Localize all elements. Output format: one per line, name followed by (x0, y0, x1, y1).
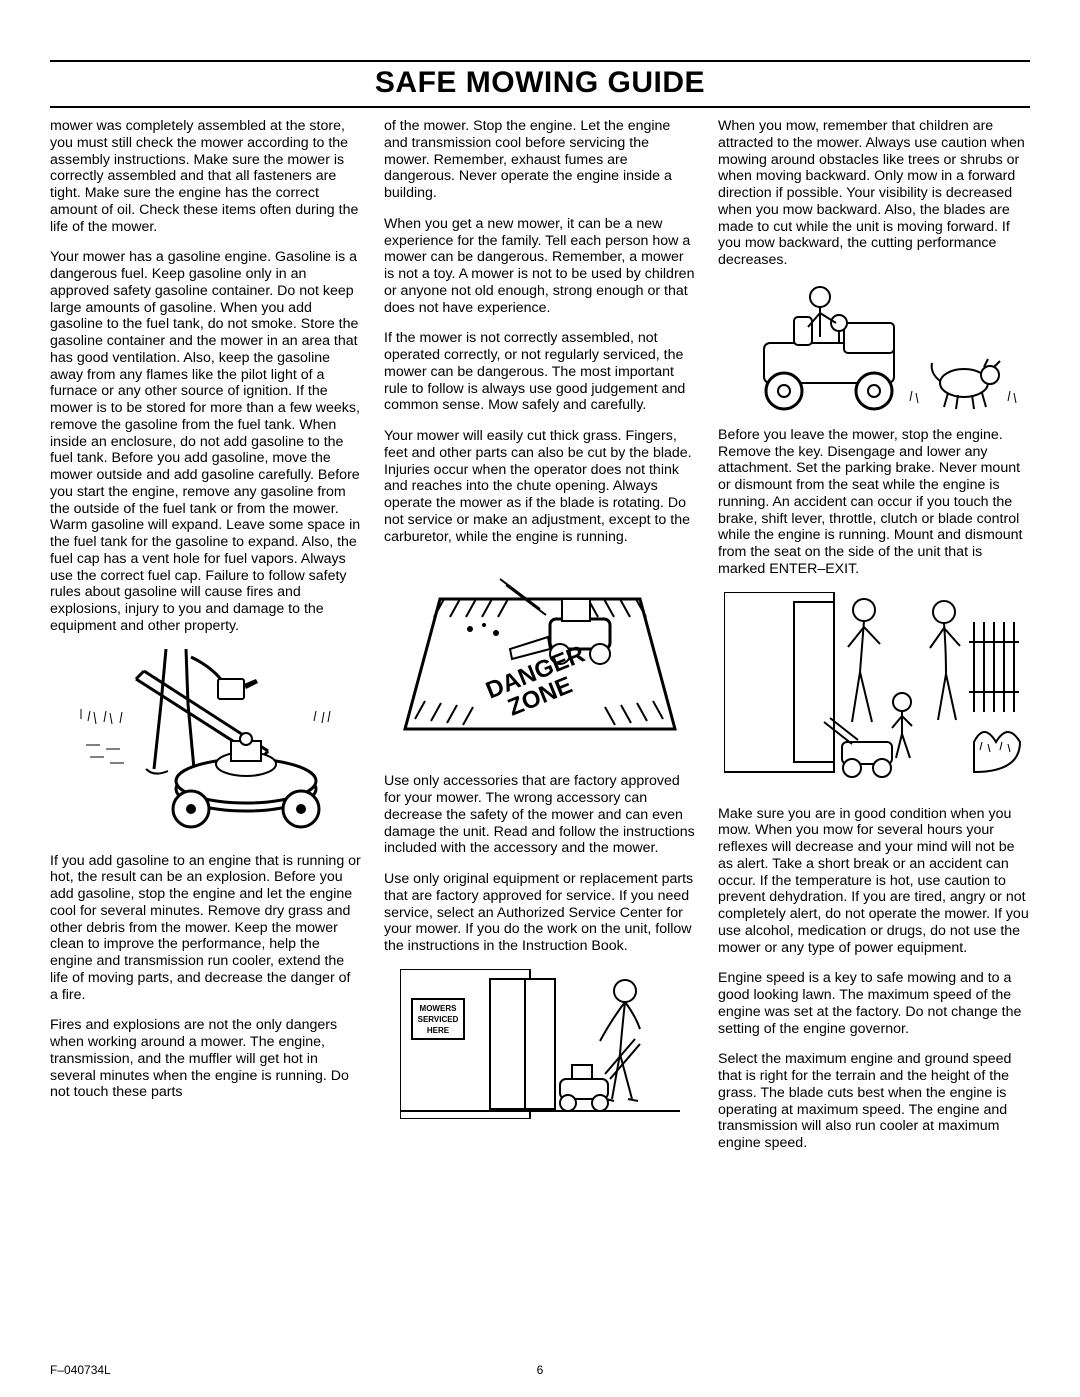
c1-p4: Fires and explosions are not the only da… (50, 1017, 362, 1101)
column-3: When you mow, remember that children are… (718, 118, 1030, 1166)
c1-p1: mower was completely assembled at the st… (50, 118, 362, 235)
c3-p1: When you mow, remember that children are… (718, 118, 1030, 269)
sign-line2: SERVICED (418, 1015, 459, 1024)
c2-p4: Your mower will easily cut thick grass. … (384, 428, 696, 545)
sign-line3: HERE (427, 1026, 450, 1035)
sign-line1: MOWERS (420, 1004, 458, 1013)
rule-bottom (50, 106, 1030, 108)
c3-p3: Make sure you are in good condition when… (718, 806, 1030, 957)
page-title: SAFE MOWING GUIDE (375, 66, 705, 100)
c2-p1: of the mower. Stop the engine. Let the e… (384, 118, 696, 202)
danger-zone-illustration: DANGER ZONE (384, 559, 696, 759)
c2-p3: If the mower is not correctly assembled,… (384, 330, 696, 414)
c2-p5: Use only accessories that are factory ap… (384, 773, 696, 857)
c2-p6: Use only original equipment or replaceme… (384, 871, 696, 955)
c3-p4: Engine speed is a key to safe mowing and… (718, 970, 1030, 1037)
document-page: SAFE MOWING GUIDE mower was completely a… (0, 0, 1080, 1397)
page-footer: F–040734L 6 (50, 1363, 1030, 1377)
column-2: of the mower. Stop the engine. Let the e… (384, 118, 696, 1166)
c1-p3: If you add gasoline to an engine that is… (50, 853, 362, 1004)
page-number: 6 (537, 1363, 544, 1377)
c2-p2: When you get a new mower, it can be a ne… (384, 216, 696, 317)
three-columns: mower was completely assembled at the st… (50, 118, 1030, 1166)
children-near-mower-illustration (718, 592, 1030, 792)
footer-spacer (1027, 1363, 1030, 1377)
rule-top (50, 60, 1030, 62)
riding-mower-dog-illustration (718, 283, 1030, 413)
c1-p2: Your mower has a gasoline engine. Gasoli… (50, 249, 362, 634)
column-1: mower was completely assembled at the st… (50, 118, 362, 1166)
c3-p5: Select the maximum engine and ground spe… (718, 1051, 1030, 1152)
doc-id: F–040734L (50, 1363, 111, 1377)
c3-p2: Before you leave the mower, stop the eng… (718, 427, 1030, 578)
fueling-mower-illustration (50, 649, 362, 839)
service-center-illustration: MOWERS SERVICED HERE (384, 969, 696, 1119)
title-wrap: SAFE MOWING GUIDE (50, 66, 1030, 100)
